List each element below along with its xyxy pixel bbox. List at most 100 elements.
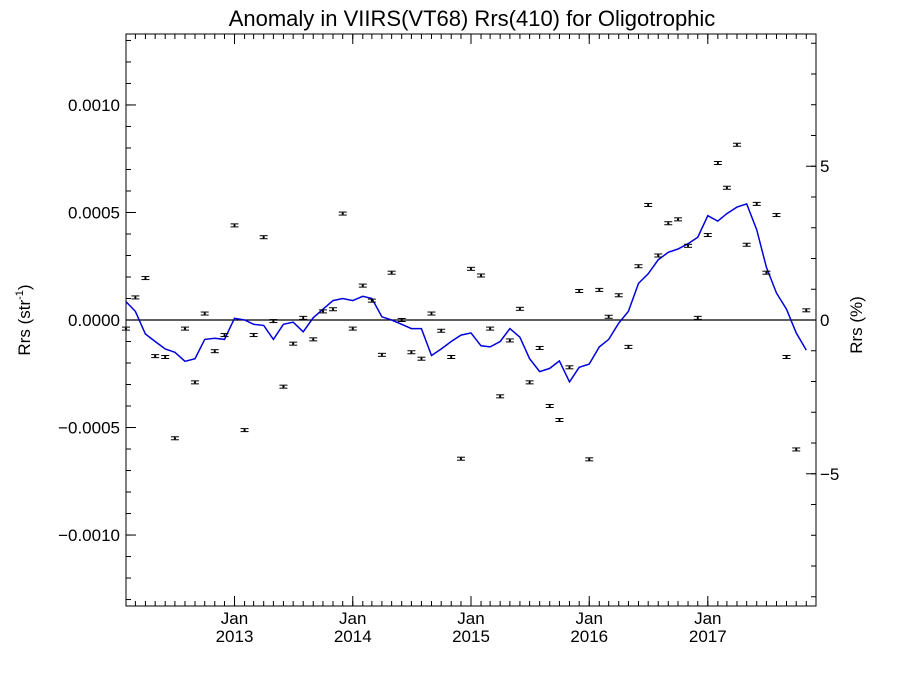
point-marker bbox=[795, 448, 798, 451]
x-tick-label-year: 2014 bbox=[334, 627, 372, 646]
point-marker bbox=[292, 342, 295, 345]
point-marker bbox=[489, 327, 492, 330]
point-marker bbox=[223, 333, 226, 337]
data-point bbox=[624, 344, 633, 349]
data-point bbox=[782, 354, 791, 359]
point-marker bbox=[262, 236, 265, 239]
point-marker bbox=[124, 327, 128, 330]
point-marker bbox=[321, 310, 325, 313]
point-marker bbox=[351, 327, 354, 330]
data-point bbox=[565, 365, 574, 370]
data-point bbox=[515, 306, 524, 311]
point-marker bbox=[410, 351, 413, 354]
point-marker bbox=[243, 428, 246, 432]
data-point bbox=[604, 314, 613, 319]
point-marker bbox=[548, 404, 551, 408]
left-axis-label-sup: -1 bbox=[14, 290, 26, 300]
data-point bbox=[200, 311, 209, 316]
svg-text:Rrs (str-1): Rrs (str-1) bbox=[14, 284, 34, 355]
data-point bbox=[417, 356, 426, 361]
data-point bbox=[240, 428, 249, 433]
point-marker bbox=[390, 271, 393, 274]
point-marker bbox=[380, 353, 384, 356]
y2-tick-label: 5 bbox=[820, 157, 829, 176]
point-marker bbox=[568, 366, 571, 369]
point-marker bbox=[805, 309, 808, 312]
data-point bbox=[732, 142, 741, 147]
data-point bbox=[191, 380, 199, 385]
point-marker bbox=[785, 355, 788, 359]
point-marker bbox=[144, 276, 147, 280]
point-marker bbox=[370, 299, 373, 302]
data-point bbox=[772, 213, 781, 218]
point-marker bbox=[193, 381, 197, 384]
y-tick-label: 0.0000 bbox=[68, 311, 120, 330]
point-marker bbox=[667, 222, 670, 225]
x-tick-label-month: Jan bbox=[339, 609, 366, 628]
data-point bbox=[131, 295, 140, 300]
point-marker bbox=[765, 271, 768, 274]
data-point bbox=[684, 243, 693, 248]
point-marker bbox=[598, 288, 601, 291]
y-tick-label: −0.0005 bbox=[58, 419, 120, 438]
point-marker bbox=[430, 312, 433, 315]
data-point bbox=[752, 201, 761, 206]
right-axis-label-text: Rrs (%) bbox=[847, 296, 866, 354]
point-marker bbox=[725, 186, 729, 189]
data-point bbox=[289, 341, 298, 346]
data-point bbox=[654, 253, 663, 258]
point-marker bbox=[775, 213, 778, 217]
point-marker bbox=[735, 143, 739, 146]
point-marker bbox=[528, 381, 531, 384]
data-point bbox=[477, 273, 486, 278]
data-point bbox=[299, 315, 308, 320]
point-marker bbox=[450, 355, 453, 359]
y-tick-label: 0.0005 bbox=[68, 203, 120, 222]
data-point bbox=[802, 308, 811, 313]
point-marker bbox=[686, 244, 690, 247]
point-marker bbox=[508, 339, 511, 342]
x-tick-label-month: Jan bbox=[221, 609, 248, 628]
data-point bbox=[318, 309, 327, 314]
point-marker bbox=[400, 318, 403, 322]
point-marker bbox=[479, 274, 483, 277]
data-point bbox=[387, 270, 396, 275]
left-axis-label-main: Rrs (str bbox=[15, 300, 34, 356]
y-tick-label: −0.0010 bbox=[58, 526, 120, 545]
point-marker bbox=[696, 316, 699, 319]
data-point bbox=[437, 328, 446, 333]
point-marker bbox=[745, 243, 748, 246]
data-point bbox=[329, 307, 337, 312]
data-point bbox=[259, 235, 268, 240]
point-marker bbox=[164, 355, 167, 359]
data-point bbox=[762, 270, 771, 275]
data-point bbox=[467, 266, 475, 271]
y-tick-label: 0.0010 bbox=[68, 96, 120, 115]
point-marker bbox=[627, 345, 630, 348]
point-marker bbox=[154, 355, 157, 358]
point-marker bbox=[459, 457, 463, 460]
data-point bbox=[585, 457, 594, 462]
data-point bbox=[279, 384, 288, 389]
y2-tick-label: −5 bbox=[820, 465, 839, 484]
data-point bbox=[269, 319, 278, 324]
data-point bbox=[664, 221, 673, 226]
point-marker bbox=[716, 161, 719, 165]
point-marker bbox=[282, 385, 285, 388]
data-point bbox=[595, 287, 604, 292]
data-point bbox=[722, 185, 731, 190]
point-marker bbox=[676, 218, 680, 221]
data-point bbox=[151, 354, 160, 359]
x-tick-label-month: Jan bbox=[457, 609, 484, 628]
left-axis-label-close: ) bbox=[15, 284, 34, 290]
point-marker bbox=[183, 327, 187, 330]
x-tick-label-month: Jan bbox=[576, 609, 603, 628]
point-marker bbox=[637, 265, 640, 268]
point-marker bbox=[272, 319, 275, 323]
point-marker bbox=[361, 284, 364, 287]
data-point bbox=[161, 354, 170, 359]
data-point bbox=[180, 326, 189, 331]
data-point bbox=[614, 293, 623, 298]
chart-title: Anomaly in VIIRS(VT68) Rrs(410) for Olig… bbox=[229, 6, 716, 31]
x-tick-label-year: 2016 bbox=[570, 627, 608, 646]
